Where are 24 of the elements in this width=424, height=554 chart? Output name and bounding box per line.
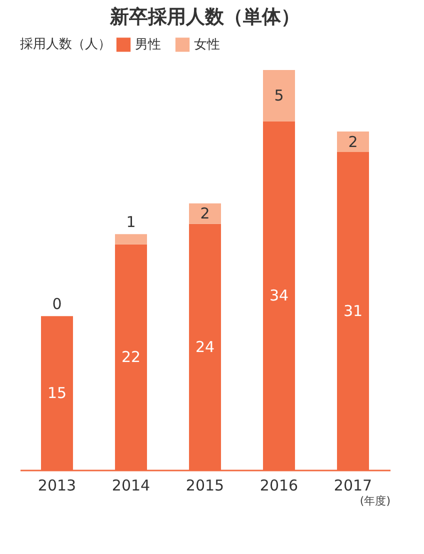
x-tick-label: 2016 [260,476,298,494]
data-label: 2 [200,204,210,223]
data-label: 31 [343,302,363,320]
bar [189,203,221,224]
bar [115,234,147,244]
legend-label: 女性 [194,38,220,53]
x-tick-label: 2014 [112,476,150,494]
data-label: 22 [121,348,141,366]
data-label: 1 [126,213,136,232]
data-label: 15 [47,384,67,402]
data-label: 2 [348,132,358,151]
x-tick-label: 2015 [186,476,224,494]
legend-title: 採用人数（人） [20,37,111,52]
x-axis-title: (年度) [360,494,390,508]
data-label: 34 [269,286,289,305]
data-label: 24 [195,338,215,356]
x-tick-label: 2017 [334,476,372,494]
x-tick-label: 2013 [38,476,76,494]
chart-title: 新卒採用人数（単体） [109,6,300,28]
data-label: 5 [274,86,284,105]
bar [263,70,295,122]
legend-label: 男性 [135,38,161,53]
bar [337,132,369,152]
data-label: 0 [52,295,62,314]
